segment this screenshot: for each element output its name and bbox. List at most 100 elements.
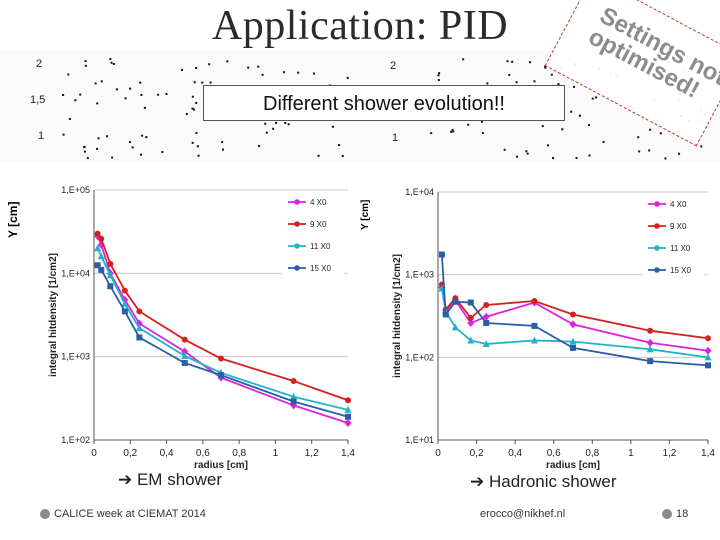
y-axis-label: integral hitdensity [1/cm2]: [392, 254, 403, 378]
scatter-point: [111, 156, 114, 159]
scatter-point: [191, 95, 194, 98]
data-point: [438, 251, 445, 258]
scatter-point: [115, 88, 118, 91]
legend-marker: [654, 201, 660, 207]
data-point: [135, 324, 143, 332]
y-axis-label: integral hitdensity [1/cm2]: [48, 253, 59, 377]
scatter-point: [331, 125, 334, 128]
data-point: [181, 336, 188, 343]
data-point: [569, 337, 577, 345]
data-point: [531, 322, 538, 329]
scatter-point: [110, 61, 113, 64]
scatter-point: [79, 93, 82, 96]
data-point: [570, 344, 576, 351]
data-point: [290, 392, 298, 400]
scatter-point: [100, 80, 103, 83]
scatter-point: [282, 71, 285, 74]
data-point: [290, 398, 297, 405]
scatter-point: [637, 136, 640, 139]
data-point: [345, 397, 351, 404]
scatter-point: [481, 131, 484, 134]
data-point: [107, 260, 114, 267]
scatter-point: [587, 124, 590, 127]
data-point: [647, 358, 654, 365]
y-tick-label: 1,E+05: [61, 185, 90, 195]
x-tick-label: 0,2: [470, 448, 484, 459]
scatter-point: [161, 151, 164, 154]
scatter-point: [264, 122, 267, 125]
legend-label: 4 X0: [670, 200, 687, 209]
scatter-point: [508, 73, 511, 76]
data-point: [569, 320, 577, 329]
scatter-point: [106, 135, 109, 138]
data-point: [121, 308, 128, 315]
x-tick-label: 0,2: [123, 448, 137, 459]
scatter-point: [272, 127, 275, 130]
y-tick-label: 1,E+04: [405, 187, 434, 197]
x-tick-label: 0: [91, 448, 97, 459]
legend-label: 11 X0: [670, 244, 691, 253]
data-point: [290, 378, 297, 385]
scatter-point: [201, 81, 204, 84]
right-scatter-tick-2: 2: [390, 60, 397, 72]
scatter-point: [591, 97, 594, 100]
scatter-point: [94, 82, 97, 85]
x-tick-label: 0,8: [585, 448, 599, 459]
scatter-point: [74, 99, 77, 102]
x-tick-label: 0,6: [547, 448, 561, 459]
data-point: [647, 327, 654, 334]
scatter-point: [638, 150, 641, 153]
scatter-point: [208, 63, 211, 66]
data-point: [218, 372, 224, 379]
x-tick-label: 1,2: [305, 448, 319, 459]
scatter-point: [529, 61, 532, 64]
x-tick-label: 0,6: [196, 448, 210, 459]
legend-label: 11 X0: [310, 242, 331, 251]
data-point: [530, 336, 538, 344]
data-point: [94, 244, 102, 252]
scatter-point: [338, 144, 341, 147]
data-point: [97, 252, 105, 260]
data-point: [646, 338, 654, 347]
footer-bullet-icon: [40, 509, 50, 520]
footer-email: erocco@nikhef.nl: [480, 508, 566, 520]
left-scatter-tick-2: 2: [36, 58, 43, 70]
left-scatter-tick-1: 1: [38, 130, 45, 142]
hadronic-shower-caption: ➔ Hadronic shower: [470, 472, 617, 491]
scatter-point: [297, 71, 300, 74]
data-point: [704, 353, 712, 361]
scatter-point: [451, 128, 454, 131]
scatter-point: [438, 72, 441, 75]
scatter-point: [197, 154, 200, 157]
scatter-point: [544, 65, 547, 68]
scatter-point: [96, 102, 99, 105]
data-point: [218, 355, 224, 362]
scatter-point: [341, 154, 344, 157]
data-point: [483, 301, 490, 308]
scatter-point: [145, 136, 148, 139]
scatter-point: [573, 85, 576, 88]
legend-marker: [294, 221, 300, 227]
scatter-point: [462, 58, 465, 61]
scatter-point: [192, 108, 195, 111]
data-point: [705, 335, 711, 342]
data-point: [482, 312, 490, 321]
x-tick-label: 0,8: [232, 448, 246, 459]
scatter-point: [196, 145, 199, 148]
em-shower-caption: ➔ EM shower: [118, 470, 222, 489]
scatter-point: [140, 153, 143, 156]
scatter-point: [226, 60, 229, 63]
em-shower-chart: 1,E+02 1,E+03 1,E+04 1,E+05 0 0,2 0,4 0,6 0,8 1 1,…: [28, 172, 358, 474]
data-point: [121, 287, 128, 294]
scatter-point: [191, 141, 194, 144]
scatter-point: [191, 107, 194, 110]
left-scatter-ylabel: Y [cm]: [4, 196, 24, 238]
scatter-point: [503, 148, 506, 151]
scatter-point: [67, 73, 70, 76]
scatter-point: [193, 81, 196, 84]
legend-label: 15 X0: [670, 266, 691, 275]
y-tick-label: 1,E+01: [405, 435, 434, 445]
data-point: [98, 266, 105, 273]
data-point: [467, 319, 475, 328]
data-point: [345, 413, 351, 420]
